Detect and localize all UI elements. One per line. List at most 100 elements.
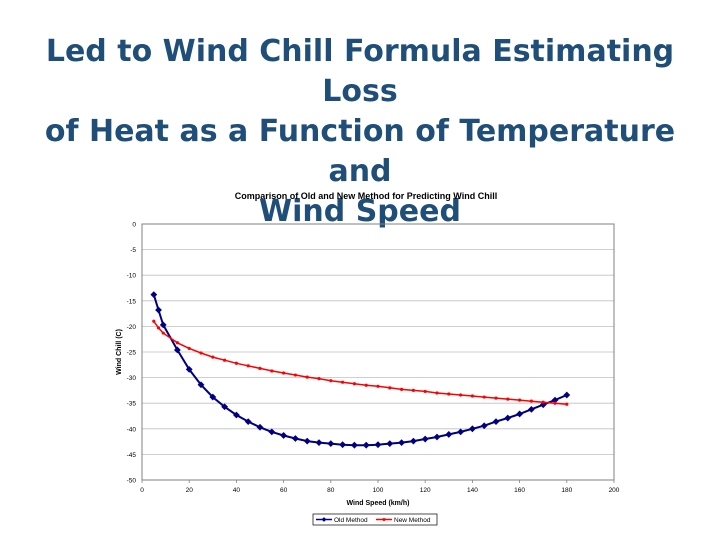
data-point [221, 403, 228, 411]
y-tick-label: -20 [127, 324, 137, 331]
y-tick-label: -40 [127, 426, 137, 433]
x-tick-label: 80 [327, 487, 335, 494]
data-point [529, 399, 533, 403]
legend-label: New Method [394, 517, 431, 524]
data-point [433, 433, 441, 441]
data-point [244, 418, 252, 426]
y-tick-label: -45 [127, 452, 137, 459]
x-tick-label: 180 [561, 487, 572, 494]
data-point [234, 361, 238, 365]
data-point [327, 440, 335, 448]
data-point [152, 319, 156, 323]
slide-title-line-3: Wind Speed [259, 194, 461, 229]
y-tick-label: 0 [132, 222, 136, 229]
data-point [187, 346, 191, 351]
data-point [362, 441, 370, 449]
x-tick-label: 100 [373, 487, 384, 494]
data-point [423, 389, 427, 394]
data-point [174, 346, 181, 354]
data-point [398, 439, 405, 447]
plot-area [141, 223, 615, 481]
data-point [303, 437, 311, 445]
data-point [305, 375, 309, 379]
data-point [494, 396, 498, 400]
legend-item: New Method [376, 517, 431, 524]
data-point [445, 431, 453, 438]
x-tick-label: 200 [609, 487, 620, 494]
x-tick-label: 20 [186, 487, 194, 494]
x-tick-label: 40 [233, 487, 241, 494]
x-tick-label: 60 [280, 487, 288, 494]
legend-marker [321, 517, 327, 522]
data-point [469, 425, 476, 433]
data-point [516, 410, 523, 418]
data-point [270, 369, 274, 373]
data-point [386, 440, 394, 448]
y-tick-label: -25 [127, 350, 137, 357]
grid-layer [141, 223, 615, 483]
data-point [470, 394, 474, 398]
y-tick-label: -50 [127, 478, 137, 485]
x-tick-label: 140 [467, 487, 478, 494]
series-layer [150, 291, 571, 449]
data-point [258, 366, 262, 370]
slide-title: Led to Wind Chill Formula Estimating Los… [20, 32, 700, 232]
data-point [161, 331, 165, 335]
legend-marker [382, 518, 386, 521]
data-point [150, 291, 158, 299]
data-point [364, 383, 368, 387]
series-new-method [152, 319, 569, 406]
data-point [339, 441, 346, 449]
data-point [223, 358, 227, 362]
series-line [153, 320, 567, 405]
y-tick-label: -30 [127, 375, 137, 382]
data-point [199, 351, 203, 355]
data-point [457, 428, 464, 436]
data-point [280, 432, 287, 439]
y-axis-label: Wind Chill (C) [116, 329, 123, 375]
data-point [352, 382, 356, 386]
legend: Old Method New Method [312, 513, 438, 526]
data-point [175, 341, 179, 345]
data-point [435, 391, 439, 395]
legend-box [312, 513, 438, 526]
data-point [293, 373, 297, 377]
data-point [553, 401, 557, 405]
data-point [329, 379, 333, 383]
data-point [504, 414, 512, 422]
data-point [482, 395, 486, 399]
data-point [400, 387, 404, 391]
tick-labels: 0-5-10-15-20-25-30-35-40-45-500 20 40 60 80 1… [127, 222, 620, 495]
series-old-method [150, 291, 571, 449]
x-tick-label: 160 [514, 487, 525, 494]
data-point [156, 326, 161, 330]
y-tick-label: -10 [127, 273, 137, 280]
data-point [447, 392, 451, 396]
y-tick-label: -35 [127, 401, 137, 408]
legend-label: Old Method [334, 517, 368, 524]
series-line [152, 294, 568, 447]
data-point [411, 388, 415, 392]
data-point [551, 396, 559, 404]
slide-title-line-1: Led to Wind Chill Formula Estimating Los… [45, 34, 675, 109]
data-point [155, 306, 162, 314]
x-tick-label: 0 [140, 487, 144, 494]
y-tick-label: -15 [127, 298, 137, 305]
data-point [376, 384, 380, 388]
legend-item: Old Method [316, 517, 368, 524]
y-tick-label: -5 [130, 247, 136, 254]
data-point [565, 402, 569, 406]
data-point [211, 355, 215, 359]
data-point [541, 400, 545, 404]
data-point [410, 437, 417, 445]
data-point [528, 405, 535, 413]
x-axis-label: Wind Speed (km/h) [347, 500, 410, 507]
data-point [459, 393, 463, 397]
data-point [292, 435, 299, 442]
data-point [233, 411, 240, 419]
data-point [351, 441, 358, 449]
data-point [492, 418, 500, 426]
data-point [506, 397, 510, 401]
slide-title-line-2: of Heat as a Function of Temperature and [44, 114, 676, 189]
data-point [268, 428, 276, 436]
